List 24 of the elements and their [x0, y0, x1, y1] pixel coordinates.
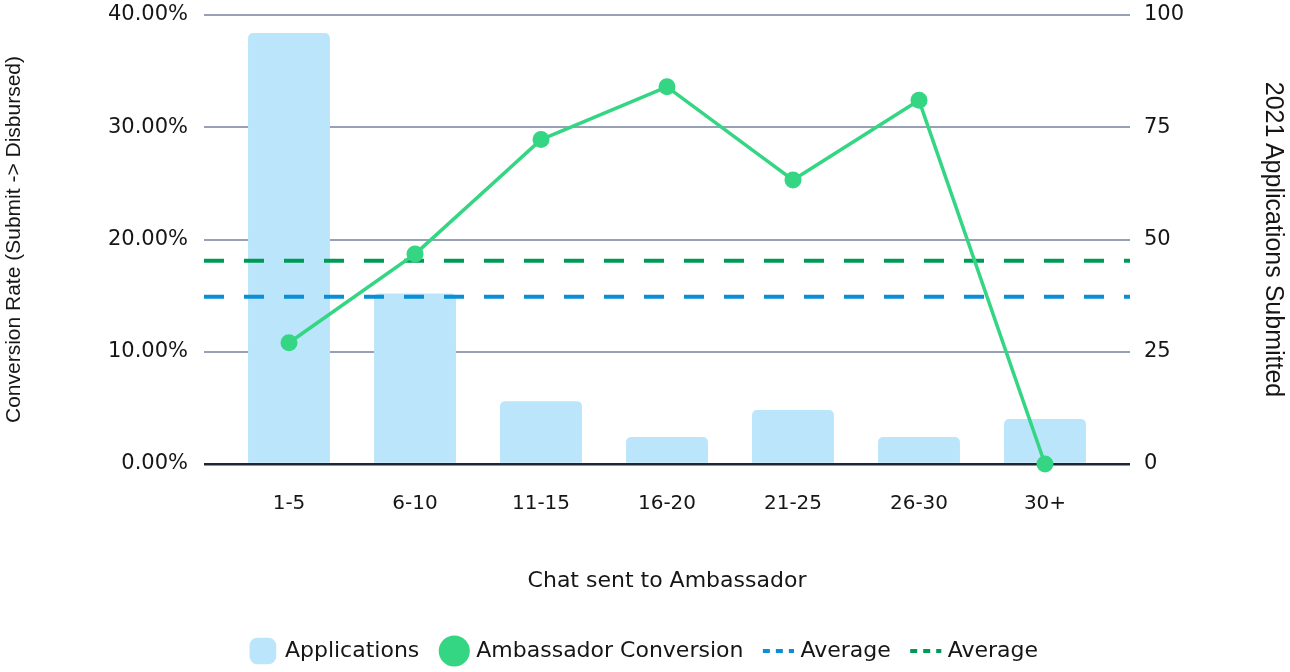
x-tick-label: 16-20: [637, 490, 697, 515]
y2-tick-label: 50: [1144, 225, 1171, 250]
x-tick-label: 1-5: [272, 490, 306, 515]
x-tick-label: 21-25: [763, 490, 823, 515]
y-tick-label: 10.00%: [107, 338, 188, 363]
y2-tick-label: 100: [1144, 1, 1185, 26]
y-tick-label: 30.00%: [107, 113, 188, 138]
legend-label: Ambassador Conversion: [476, 636, 744, 662]
legend-label: Applications: [284, 636, 420, 662]
x-axis-title: Chat sent to Ambassador: [527, 566, 808, 592]
x-tick-label: 6-10: [392, 490, 438, 515]
legend-label: Average: [947, 636, 1039, 662]
y2-axis-title: 2021 Applications Submitted: [1261, 81, 1290, 398]
y2-tick-label: 0: [1144, 450, 1158, 475]
x-tick-label: 30+: [1023, 490, 1067, 515]
y2-tick-label: 75: [1144, 113, 1171, 138]
y-tick-label: 20.00%: [107, 225, 188, 250]
y2-tick-label: 25: [1144, 338, 1171, 363]
x-tick-label: 26-30: [889, 490, 949, 515]
y-axis-title: Conversion Rate (Submit -> Disbursed): [1, 55, 25, 424]
legend-label: Average: [800, 636, 891, 662]
x-tick-label: 11-15: [511, 490, 571, 515]
y-tick-label: 0.00%: [121, 450, 188, 475]
y-tick-label: 40.00%: [107, 1, 188, 26]
